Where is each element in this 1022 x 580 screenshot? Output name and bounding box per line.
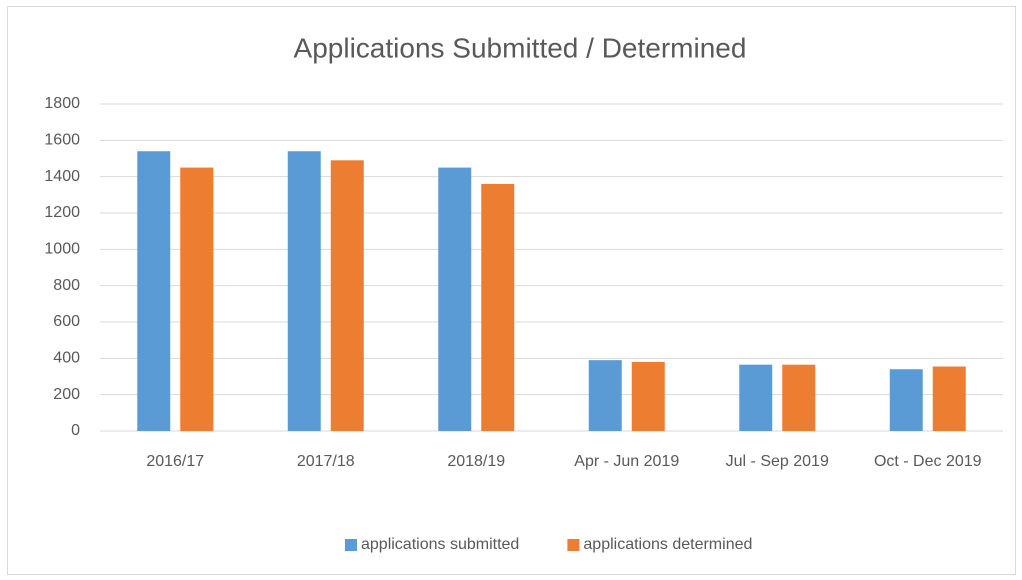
y-tick-label: 600 (53, 313, 80, 330)
chart-title: Applications Submitted / Determined (294, 32, 747, 63)
y-tick-label: 200 (53, 386, 80, 403)
x-tick-label: Jul - Sep 2019 (725, 453, 829, 470)
bar (739, 364, 773, 431)
y-tick-label: 800 (53, 277, 80, 294)
bar (180, 167, 214, 432)
bar (137, 151, 171, 431)
bar (631, 361, 665, 431)
y-tick-label: 1800 (44, 95, 80, 112)
bar (438, 167, 472, 432)
x-tick-label: Oct - Dec 2019 (873, 453, 982, 470)
bar (287, 151, 321, 431)
bar (330, 160, 364, 432)
x-tick-label: 2017/18 (296, 453, 355, 470)
x-tick-label: Apr - Jun 2019 (574, 453, 680, 470)
y-tick-label: 1000 (44, 241, 80, 258)
y-tick-label: 400 (53, 350, 80, 367)
legend-swatch (345, 539, 357, 551)
y-tick-label: 1600 (44, 132, 80, 149)
y-tick-label: 1200 (44, 204, 80, 221)
bar (932, 366, 966, 431)
y-tick-label: 1400 (44, 168, 80, 185)
legend-label: applications determined (583, 536, 752, 553)
x-tick-label: 2016/17 (146, 453, 205, 470)
legend-label: applications submitted (361, 536, 519, 553)
bar (481, 183, 515, 431)
bar (588, 360, 622, 431)
bar (889, 369, 923, 431)
y-tick-label: 0 (71, 422, 80, 439)
legend-swatch (567, 539, 580, 551)
x-tick-label: 2018/19 (447, 453, 506, 470)
bar (782, 364, 816, 431)
